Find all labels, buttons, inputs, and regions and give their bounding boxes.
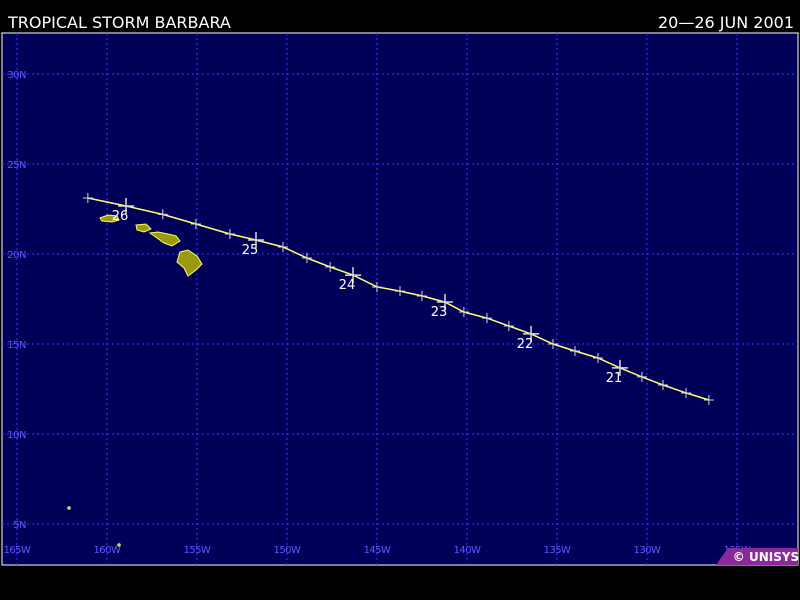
day-position: [523, 325, 540, 342]
lon-label: 145W: [363, 545, 391, 556]
day-label: 26: [112, 209, 129, 224]
lat-label: 15N: [7, 340, 26, 351]
lon-label: 155W: [183, 545, 211, 556]
track-point: [395, 286, 405, 297]
lon-label: 150W: [273, 545, 301, 556]
track-point: [503, 320, 514, 331]
maui-nui: [148, 231, 181, 247]
storm-track: [87, 197, 710, 401]
lat-label: 25N: [7, 160, 26, 171]
day-label: 22: [517, 337, 534, 352]
track-point: [325, 261, 336, 272]
lon-label: 130W: [633, 545, 661, 556]
day-position: [345, 267, 362, 284]
map-area: [1, 32, 799, 566]
track-point: [458, 306, 469, 317]
track-point: [593, 353, 604, 364]
track-point: [548, 338, 559, 349]
track-layer: [82, 193, 714, 405]
day-label: 21: [606, 371, 623, 386]
lon-label: 135W: [543, 545, 571, 556]
track-point: [681, 387, 692, 398]
track-point: [301, 252, 312, 263]
lon-label: 140W: [453, 545, 481, 556]
islands: [67, 214, 203, 547]
track-point: [157, 209, 168, 220]
islet: [67, 506, 71, 510]
big-island: [176, 249, 203, 277]
track-point: [657, 380, 668, 391]
grid: [2, 33, 798, 565]
lat-label: 30N: [7, 70, 26, 81]
track-point: [277, 241, 288, 252]
track-point: [224, 229, 235, 240]
day-position: [611, 359, 628, 376]
day-position: [437, 294, 454, 311]
track-point: [190, 218, 201, 229]
date-range: 20—26 JUN 2001: [658, 13, 794, 32]
lon-label: 165W: [3, 545, 31, 556]
badge-bg: [716, 548, 798, 565]
oahu: [135, 223, 152, 233]
lat-label: 5N: [13, 520, 26, 531]
track-point: [636, 371, 647, 382]
lat-label: 10N: [7, 430, 26, 441]
copyright-badge: © UNISYS: [716, 548, 799, 565]
track-point: [416, 290, 427, 301]
day-label: 24: [339, 278, 356, 293]
track-point: [82, 193, 93, 204]
track-point: [569, 346, 580, 357]
storm-title: TROPICAL STORM BARBARA: [7, 13, 231, 32]
lon-label: 160W: [93, 545, 121, 556]
day-label: 25: [242, 243, 259, 258]
track-point: [371, 281, 382, 292]
day-label: 23: [431, 305, 448, 320]
copyright: © UNISYS: [733, 550, 799, 564]
track-point: [703, 394, 714, 405]
track-point: [481, 313, 492, 324]
day-position: [118, 197, 135, 214]
kauai: [99, 214, 120, 223]
islet: [117, 543, 121, 547]
lat-label: 20N: [7, 250, 26, 261]
day-position: [247, 231, 264, 248]
